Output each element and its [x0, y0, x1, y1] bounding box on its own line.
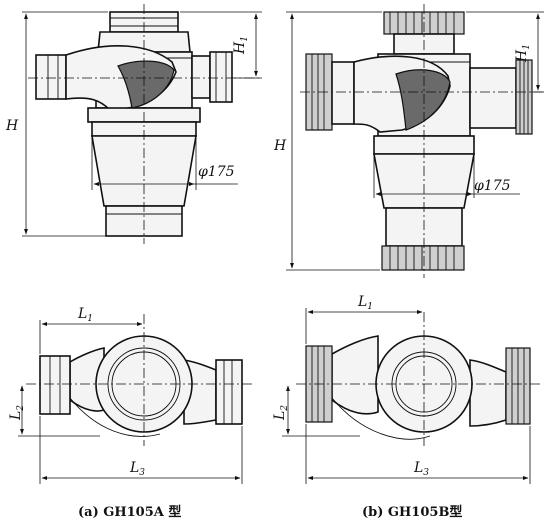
label-h1-a: H1: [232, 36, 250, 55]
label-diameter-b: φ175: [474, 178, 511, 194]
gh105b-plan: [282, 308, 540, 484]
label-h1-b: H1: [514, 44, 532, 63]
label-l1-a: L1: [77, 306, 93, 324]
label-l2-a: L2: [8, 405, 26, 421]
caption-b: (b) GH105B型: [362, 504, 462, 520]
label-h-b: H: [273, 138, 287, 154]
label-diameter-a: φ175: [198, 164, 235, 180]
gh105a-elevation: [22, 4, 262, 244]
label-h-a: H: [5, 118, 19, 134]
label-l3-b: L3: [413, 460, 429, 478]
label-l1-b: L1: [357, 294, 373, 312]
gh105a-plan: [18, 314, 252, 484]
label-l3-a: L3: [129, 460, 145, 478]
caption-a: (a) GH105A 型: [78, 504, 181, 520]
gh105b-elevation: [286, 4, 544, 278]
label-l2-b: L2: [272, 405, 290, 421]
